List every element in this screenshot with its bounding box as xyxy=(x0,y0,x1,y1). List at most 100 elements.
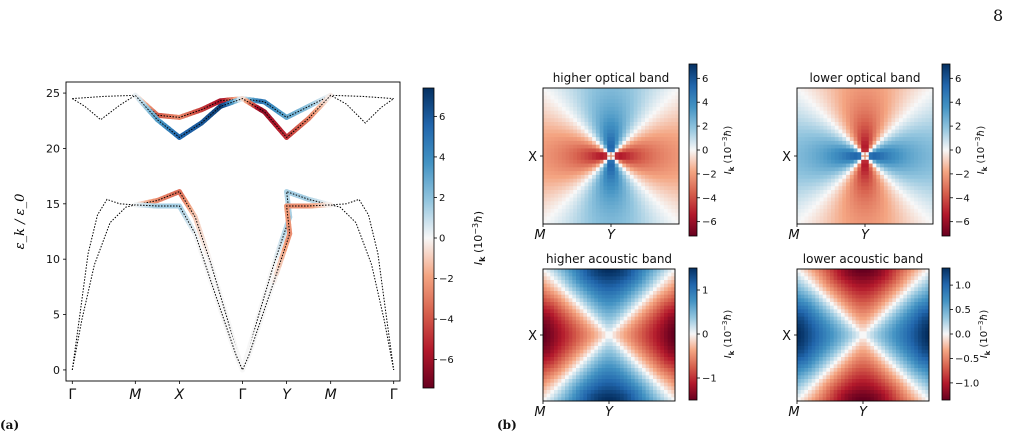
heatmap-cell xyxy=(842,159,847,164)
heatmap-cell xyxy=(656,390,661,395)
heatmap-cell xyxy=(887,178,892,183)
colorbar-a-tick-label: −4 xyxy=(439,315,454,326)
heatmap-cell xyxy=(554,186,559,191)
heatmap-cell xyxy=(599,118,604,123)
heatmap-cell xyxy=(642,280,647,285)
heatmap-cell xyxy=(565,283,570,288)
heatmap-cell xyxy=(583,302,588,307)
heatmap-cell xyxy=(627,349,632,354)
heatmap-cell xyxy=(543,298,548,303)
heatmap-cell xyxy=(554,316,559,321)
heatmap-cell xyxy=(648,174,653,180)
heatmap-cell xyxy=(808,327,813,332)
heatmap-cell xyxy=(648,208,653,214)
heatmap-cell xyxy=(921,95,926,100)
heatmap-cell xyxy=(663,163,669,168)
heatmap-cell xyxy=(826,298,831,303)
heatmap-cell xyxy=(561,338,566,343)
heatmap-cell xyxy=(546,364,551,369)
heatmap-cell xyxy=(921,91,926,96)
heatmap-cell xyxy=(917,156,923,161)
heatmap-cell xyxy=(645,193,650,198)
heatmap-cell xyxy=(573,88,578,93)
heatmap-cell xyxy=(573,171,578,176)
heatmap-cell xyxy=(671,193,676,198)
heatmap-cell xyxy=(609,272,614,277)
heatmap-cell xyxy=(671,99,676,104)
heatmap-cell xyxy=(800,280,805,285)
heatmap-cell xyxy=(667,364,672,369)
heatmap-cell xyxy=(637,190,642,195)
heatmap-cell xyxy=(831,118,836,123)
heatmap-cell xyxy=(623,368,628,373)
heatmap-cell xyxy=(861,163,866,168)
heatmap-cell xyxy=(572,331,577,336)
heatmap-cell xyxy=(895,216,900,221)
heatmap-cell xyxy=(543,174,548,180)
heatmap-cell xyxy=(815,148,821,153)
heatmap-cell xyxy=(866,291,871,296)
heatmap-cell xyxy=(649,375,654,380)
heatmap-cell xyxy=(833,283,838,288)
heatmap-cell xyxy=(921,152,926,157)
heatmap-cell xyxy=(546,272,551,277)
heatmap-cell xyxy=(906,220,911,225)
heatmap-cell xyxy=(592,118,597,123)
heatmap-cell xyxy=(667,382,672,387)
heatmap-cell xyxy=(546,212,551,217)
heatmap-cell xyxy=(614,197,619,202)
heatmap-cell xyxy=(594,353,599,358)
heatmap-cell xyxy=(577,167,582,172)
heatmap-cell xyxy=(917,133,923,138)
heatmap-cell xyxy=(883,137,889,142)
heatmap-cell xyxy=(797,118,802,123)
heatmap-cell xyxy=(837,357,842,362)
heatmap-cell xyxy=(844,313,849,318)
heatmap-cell xyxy=(592,163,597,168)
heatmap-cell xyxy=(565,379,570,384)
heatmap-cell xyxy=(584,167,589,172)
heatmap-cell xyxy=(629,159,635,164)
heatmap-cell xyxy=(653,287,658,292)
heatmap-cell xyxy=(929,190,934,195)
heatmap-cell xyxy=(648,88,653,93)
heatmap-cell xyxy=(634,294,639,299)
heatmap-cell xyxy=(561,287,566,292)
heatmap-cell xyxy=(579,320,584,325)
heatmap-cell xyxy=(653,327,658,332)
heatmap-cell xyxy=(826,371,831,376)
heatmap-cell xyxy=(599,91,604,96)
heatmap-cell xyxy=(592,103,597,108)
heatmap-cell xyxy=(626,220,631,225)
heatmap-cell xyxy=(663,133,669,138)
heatmap-cell xyxy=(587,302,592,307)
heatmap-cell xyxy=(601,360,606,365)
heatmap-cell xyxy=(598,287,603,292)
heatmap-cell xyxy=(546,316,551,321)
heatmap-cell xyxy=(808,316,813,321)
heatmap-cell xyxy=(902,137,907,142)
heatmap-cell xyxy=(855,390,860,395)
heatmap-cell xyxy=(638,291,643,296)
heatmap-cell xyxy=(641,129,646,134)
heatmap-cell xyxy=(612,382,617,387)
heatmap-cell xyxy=(622,122,627,127)
heatmap-cell xyxy=(656,103,661,108)
heatmap-cell xyxy=(638,364,643,369)
heatmap-cell xyxy=(800,137,805,142)
heatmap-cell xyxy=(675,182,680,187)
heatmap-cell xyxy=(633,212,638,217)
heatmap-cell xyxy=(830,379,835,384)
heatmap-cell xyxy=(543,386,548,391)
heatmap-cell xyxy=(797,171,802,176)
heatmap-cell xyxy=(917,186,923,191)
heatmap-cell xyxy=(546,357,551,362)
heatmap-cell xyxy=(543,103,548,108)
heatmap-cell xyxy=(595,122,601,127)
heatmap-cell xyxy=(592,220,597,225)
heatmap-cell xyxy=(868,129,873,134)
heatmap-cell xyxy=(842,133,847,138)
heatmap-cell xyxy=(550,171,555,176)
heatmap-cell xyxy=(645,190,650,195)
heatmap-cell xyxy=(855,291,860,296)
